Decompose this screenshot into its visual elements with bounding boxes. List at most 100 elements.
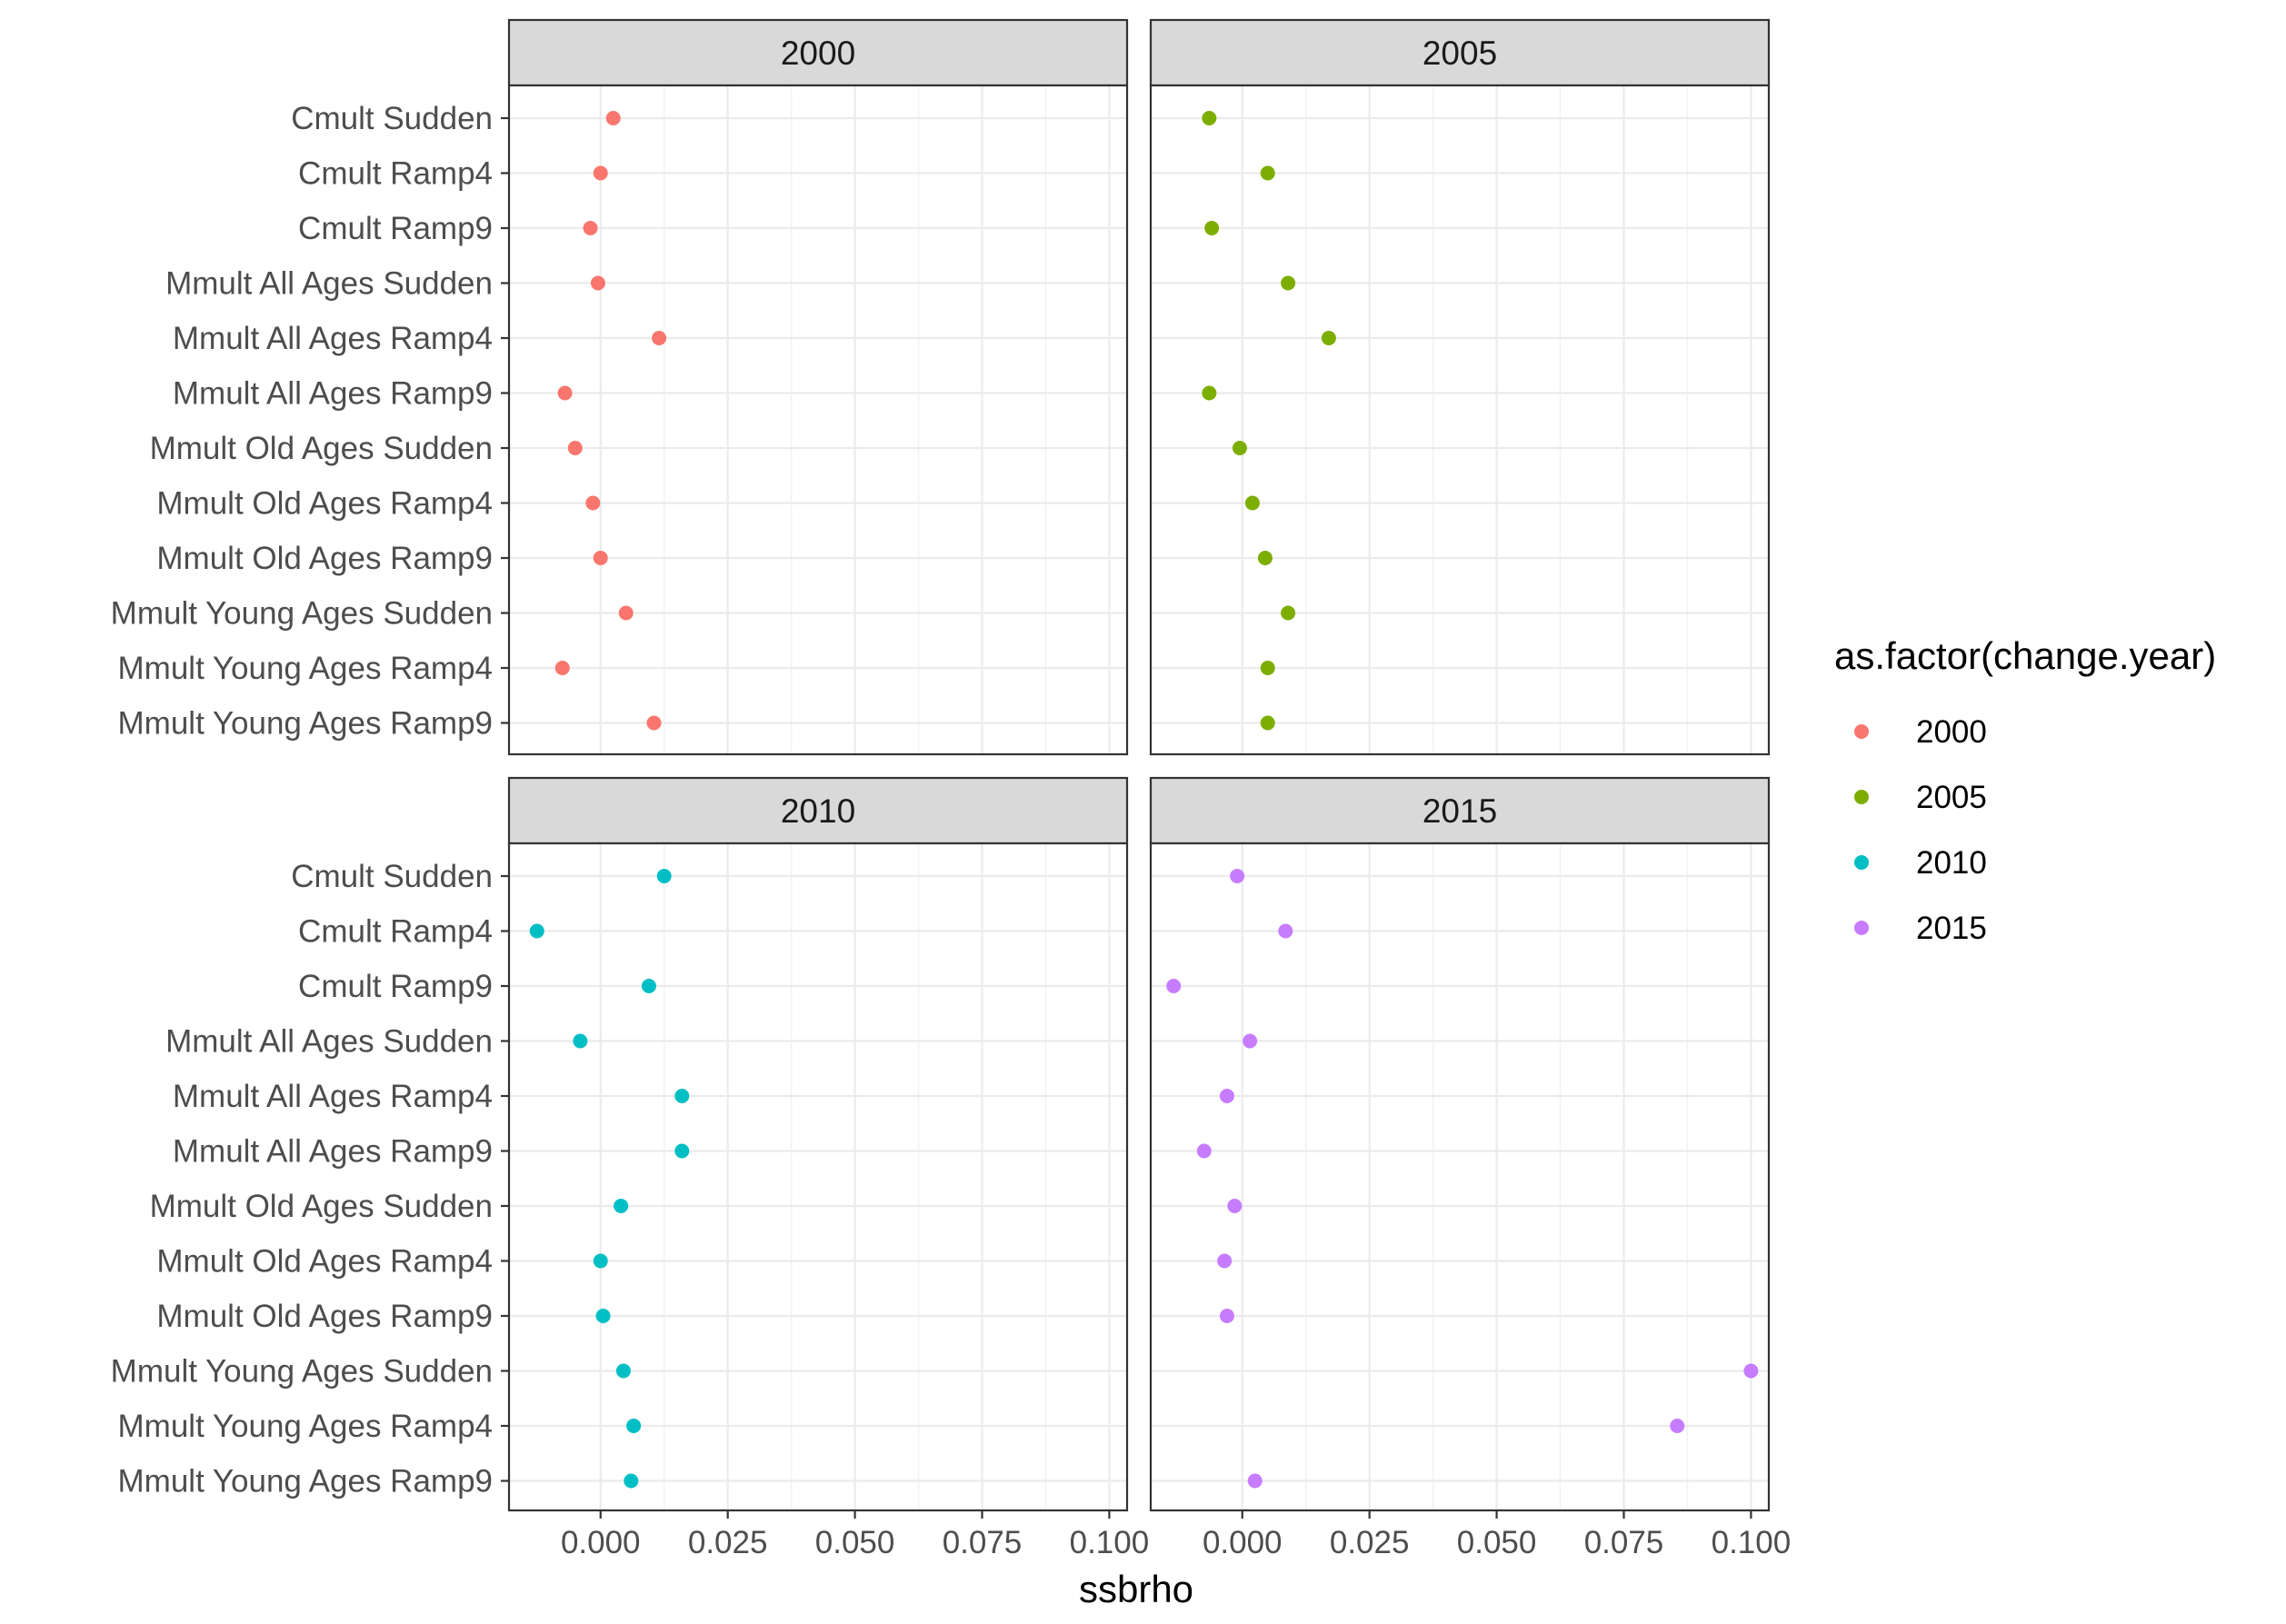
category-label-mmult-young-ages-ramp4: Mmult Young Ages Ramp4 (118, 651, 493, 686)
panel-background (509, 843, 1127, 1510)
category-label-cmult-ramp4: Cmult Ramp4 (298, 156, 493, 192)
panel-2010: 2010 (507, 776, 1129, 1512)
category-label-cmult-sudden: Cmult Sudden (291, 101, 493, 136)
category-label-cmult-sudden: Cmult Sudden (291, 859, 493, 894)
x-tick-label: 0.025 (1330, 1525, 1410, 1560)
category-axis-labels: Cmult Sudden Cmult Ramp4 Cmult Ramp9 Mmult … (111, 101, 509, 1499)
point-2005-mmult-all-ages-sudden (1281, 275, 1296, 291)
x-tick-label: 0.050 (815, 1525, 895, 1560)
x-tick-label: 0.100 (1070, 1525, 1150, 1560)
category-label-mmult-old-ages-sudden: Mmult Old Ages Sudden (150, 431, 493, 466)
legend-items: 2000 2005 2010 2015 (1854, 714, 1987, 946)
point-2000-mmult-all-ages-ramp9 (557, 385, 573, 401)
x-tick-label: 0.025 (688, 1525, 768, 1560)
point-2000-mmult-all-ages-sudden (590, 275, 605, 291)
point-2000-mmult-old-ages-ramp4 (585, 495, 601, 511)
point-2000-mmult-young-ages-sudden (618, 605, 634, 621)
x-tick-label: 0.000 (1203, 1525, 1283, 1560)
point-2010-cmult-ramp9 (641, 979, 656, 993)
point-2015-mmult-all-ages-ramp9 (1196, 1143, 1212, 1159)
facet-strip-label-2015: 2015 (1423, 792, 1497, 830)
x-axis-title: ssbrho (1079, 1568, 1193, 1610)
legend-label-2015: 2015 (1916, 911, 1987, 946)
category-label-mmult-old-ages-ramp4: Mmult Old Ages Ramp4 (156, 1244, 493, 1280)
category-label-cmult-ramp4: Cmult Ramp4 (298, 914, 493, 950)
legend-key-2005 (1854, 790, 1869, 804)
facet-strip-label-2010: 2010 (781, 792, 855, 830)
point-2005-mmult-all-ages-ramp4 (1321, 331, 1336, 345)
category-label-mmult-all-ages-sudden: Mmult All Ages Sudden (165, 266, 493, 302)
legend-label-2010: 2010 (1916, 845, 1987, 881)
x-axis-labels: 0.000 0.025 0.050 0.075 0.100 0.000 0.025 0.050… (561, 1510, 1791, 1560)
point-2000-mmult-all-ages-ramp4 (652, 331, 667, 345)
point-2010-mmult-old-ages-ramp4 (593, 1253, 608, 1269)
panel-2015: 2015 (1149, 776, 1771, 1512)
panel-2005: 2005 (1149, 18, 1771, 756)
category-label-mmult-young-ages-sudden: Mmult Young Ages Sudden (111, 1354, 493, 1390)
legend-key-2000 (1854, 724, 1869, 739)
point-2005-cmult-ramp4 (1260, 165, 1275, 181)
point-2010-mmult-young-ages-ramp4 (626, 1419, 642, 1433)
legend-item-2005: 2005 (1854, 780, 1987, 815)
point-2000-cmult-ramp4 (593, 165, 608, 181)
point-2000-cmult-sudden (605, 111, 621, 125)
legend-item-2015: 2015 (1854, 911, 1987, 946)
category-label-mmult-old-ages-ramp9: Mmult Old Ages Ramp9 (156, 541, 493, 576)
point-2005-mmult-old-ages-ramp9 (1257, 551, 1273, 565)
point-2015-mmult-all-ages-sudden (1243, 1033, 1258, 1049)
legend-key-2010 (1854, 855, 1869, 870)
point-2010-mmult-all-ages-ramp9 (674, 1143, 690, 1159)
facet-strip-2005 (1149, 18, 1771, 87)
point-2015-mmult-young-ages-ramp4 (1670, 1419, 1685, 1433)
legend-label-2005: 2005 (1916, 780, 1987, 815)
point-2005-mmult-all-ages-ramp9 (1202, 385, 1217, 401)
facet-strip-label-2000: 2000 (781, 35, 855, 72)
category-label-mmult-old-ages-ramp4: Mmult Old Ages Ramp4 (156, 486, 493, 522)
point-2015-mmult-young-ages-ramp9 (1247, 1473, 1263, 1489)
x-tick-label: 0.000 (561, 1525, 641, 1560)
point-2000-mmult-young-ages-ramp4 (554, 661, 570, 675)
point-2015-cmult-ramp4 (1278, 923, 1293, 939)
point-2015-cmult-ramp9 (1166, 979, 1182, 993)
panel-border (507, 84, 1129, 756)
category-label-mmult-old-ages-ramp9: Mmult Old Ages Ramp9 (156, 1299, 493, 1334)
panel-2000: 2000 (507, 18, 1129, 756)
point-2015-mmult-all-ages-ramp4 (1219, 1089, 1234, 1103)
category-label-mmult-young-ages-sudden: Mmult Young Ages Sudden (111, 596, 493, 632)
point-2000-mmult-old-ages-ramp9 (593, 551, 608, 565)
panel-background (1151, 843, 1769, 1510)
point-2000-mmult-old-ages-sudden (567, 441, 583, 455)
point-2015-mmult-young-ages-sudden (1743, 1363, 1759, 1379)
panel-border (1149, 84, 1771, 756)
point-2005-cmult-ramp9 (1204, 221, 1220, 235)
legend-title: as.factor(change.year) (1834, 634, 2216, 677)
point-2010-mmult-old-ages-ramp9 (595, 1309, 611, 1323)
point-2010-cmult-ramp4 (529, 923, 544, 939)
category-label-mmult-old-ages-sudden: Mmult Old Ages Sudden (150, 1189, 493, 1224)
point-2010-mmult-young-ages-ramp9 (624, 1473, 639, 1489)
point-2005-mmult-young-ages-ramp4 (1260, 661, 1275, 675)
point-2015-mmult-old-ages-sudden (1227, 1199, 1243, 1213)
point-2005-cmult-sudden (1202, 111, 1217, 125)
category-label-mmult-all-ages-ramp4: Mmult All Ages Ramp4 (173, 321, 493, 356)
category-label-mmult-all-ages-ramp4: Mmult All Ages Ramp4 (173, 1079, 493, 1114)
point-2015-cmult-sudden (1230, 869, 1245, 883)
point-2010-mmult-old-ages-sudden (614, 1199, 629, 1213)
facet-strip-label-2005: 2005 (1423, 35, 1497, 72)
category-label-mmult-young-ages-ramp9: Mmult Young Ages Ramp9 (118, 706, 493, 742)
category-label-mmult-all-ages-ramp9: Mmult All Ages Ramp9 (173, 1134, 493, 1170)
category-label-cmult-ramp9: Cmult Ramp9 (298, 211, 493, 246)
facet-strip-2000 (507, 18, 1129, 87)
category-label-mmult-all-ages-ramp9: Mmult All Ages Ramp9 (173, 376, 493, 412)
legend: as.factor(change.year) 2000 2005 2010 2015 (1834, 634, 2216, 946)
category-label-cmult-ramp9: Cmult Ramp9 (298, 969, 493, 1004)
x-tick-label: 0.075 (943, 1525, 1023, 1560)
point-2000-cmult-ramp9 (583, 221, 598, 235)
category-label-mmult-all-ages-sudden: Mmult All Ages Sudden (165, 1024, 493, 1060)
point-2015-mmult-old-ages-ramp4 (1217, 1253, 1233, 1269)
point-2005-mmult-old-ages-sudden (1232, 441, 1247, 455)
point-2005-mmult-old-ages-ramp4 (1244, 495, 1260, 511)
panel-background (1151, 85, 1769, 754)
x-tick-label: 0.075 (1584, 1525, 1664, 1560)
